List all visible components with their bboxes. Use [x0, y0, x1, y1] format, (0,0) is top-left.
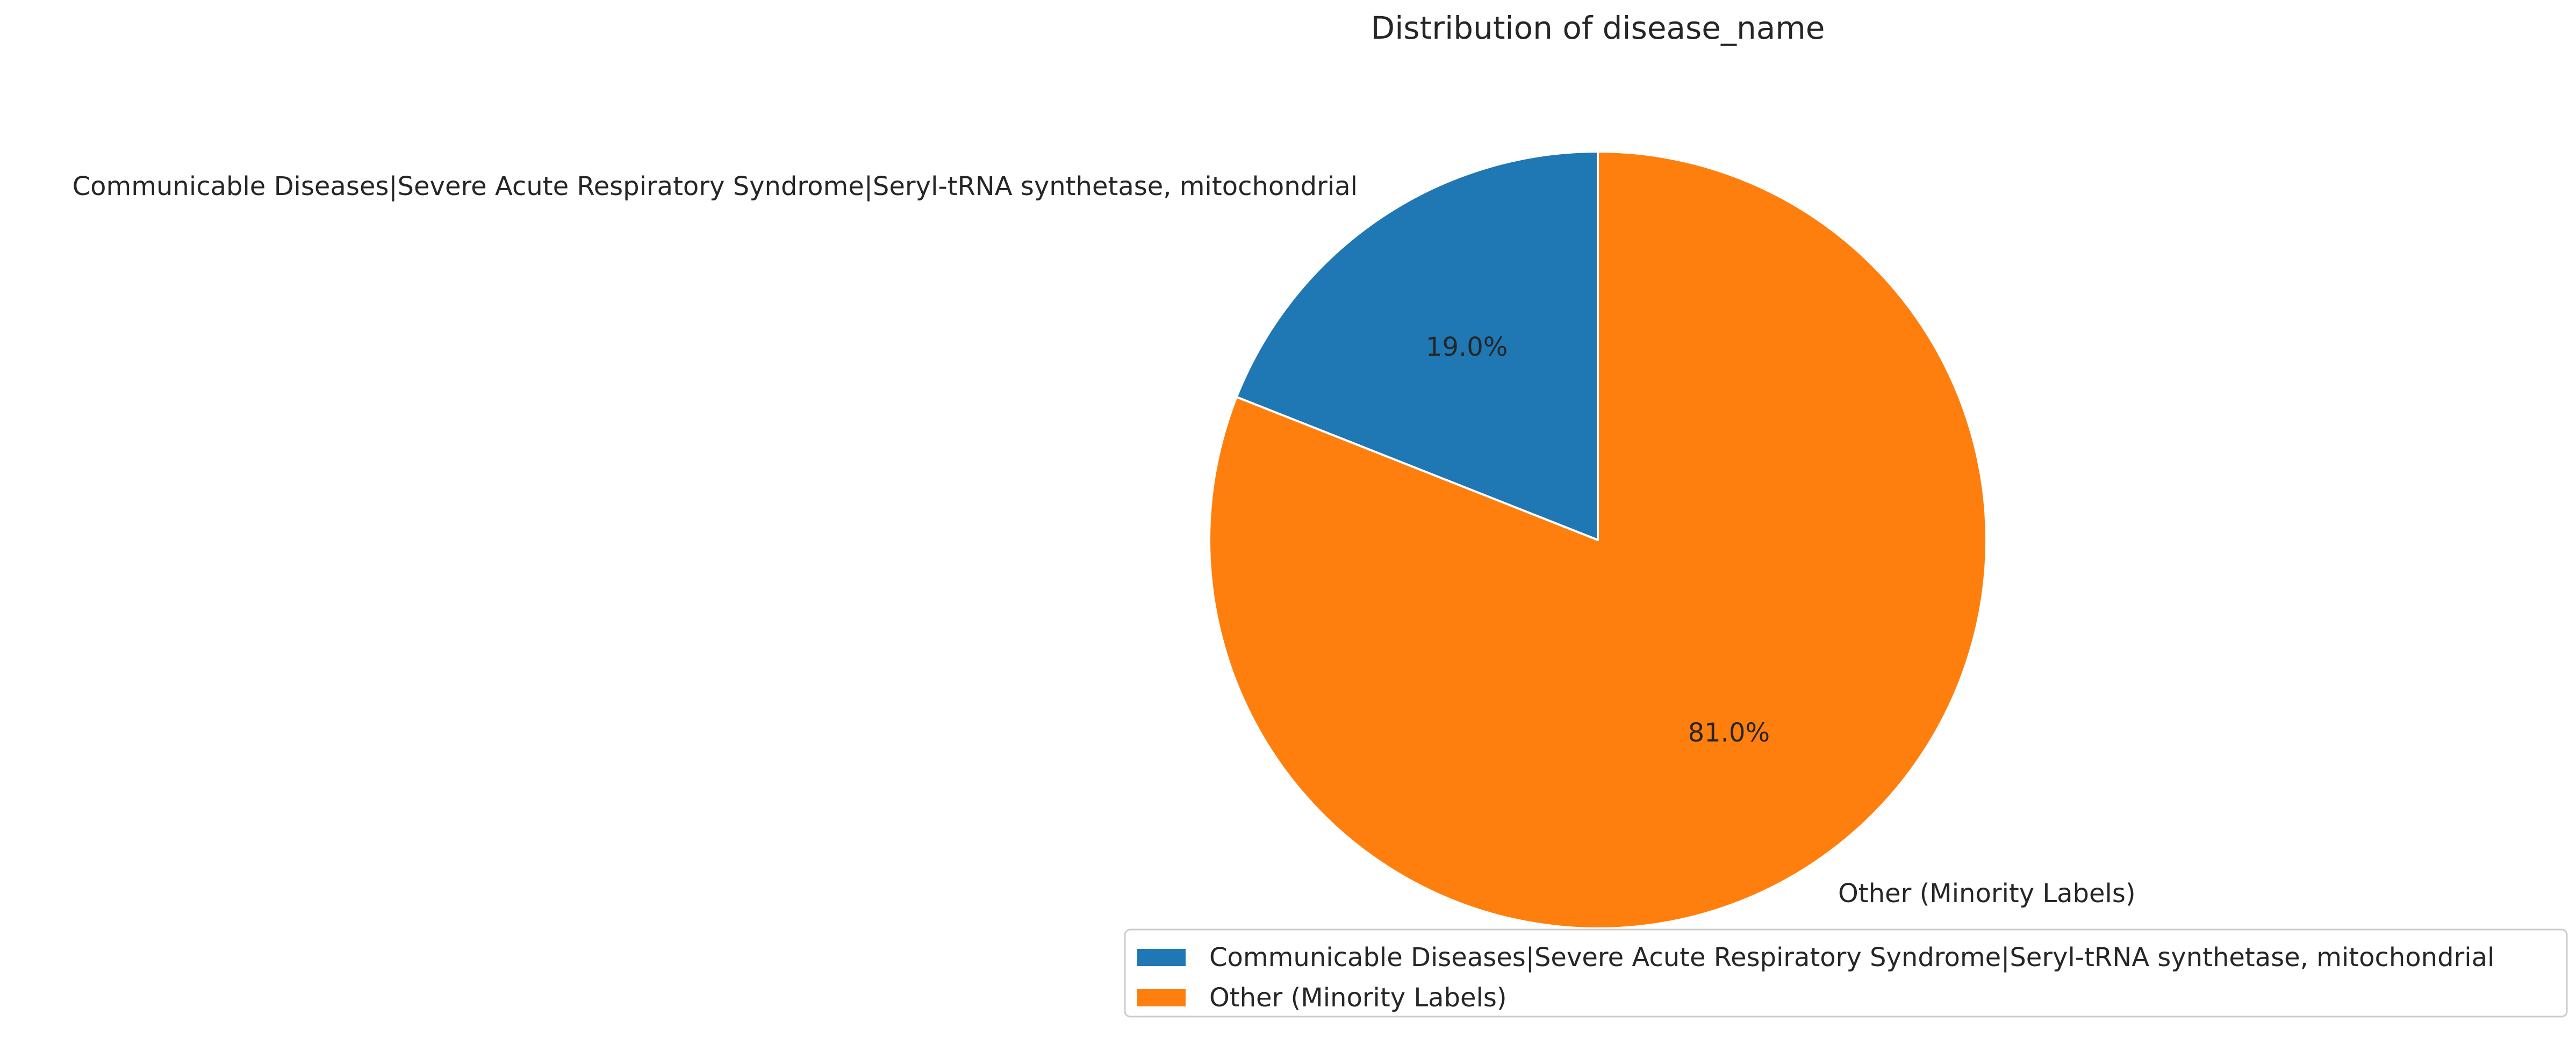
- legend-swatch-1: [1137, 949, 1186, 966]
- slice-label-1: Communicable Diseases|Severe Acute Respi…: [73, 171, 1358, 201]
- legend: Communicable Diseases|Severe Acute Respi…: [1124, 928, 2568, 1018]
- pie-slices: [1208, 150, 1987, 930]
- slice-labels: Communicable Diseases|Severe Acute Respi…: [73, 171, 2136, 909]
- chart-title: Distribution of disease_name: [1371, 10, 1825, 46]
- legend-swatch-2: [1137, 989, 1186, 1006]
- legend-label-1: Communicable Diseases|Severe Acute Respi…: [1209, 942, 2494, 973]
- percentage-label-2: 81.0%: [1688, 718, 1770, 748]
- legend-frame: [1124, 928, 2568, 1018]
- pie-slice-2: [1208, 150, 1987, 930]
- legend-entries: Communicable Diseases|Severe Acute Respi…: [1137, 942, 2494, 1013]
- legend-label-2: Other (Minority Labels): [1209, 983, 1507, 1013]
- percentage-labels: 19.0% 81.0%: [1426, 332, 1770, 748]
- pie-slice-1: [1235, 150, 1599, 541]
- slice-label-2: Other (Minority Labels): [1838, 879, 2136, 909]
- percentage-label-1: 19.0%: [1426, 332, 1508, 362]
